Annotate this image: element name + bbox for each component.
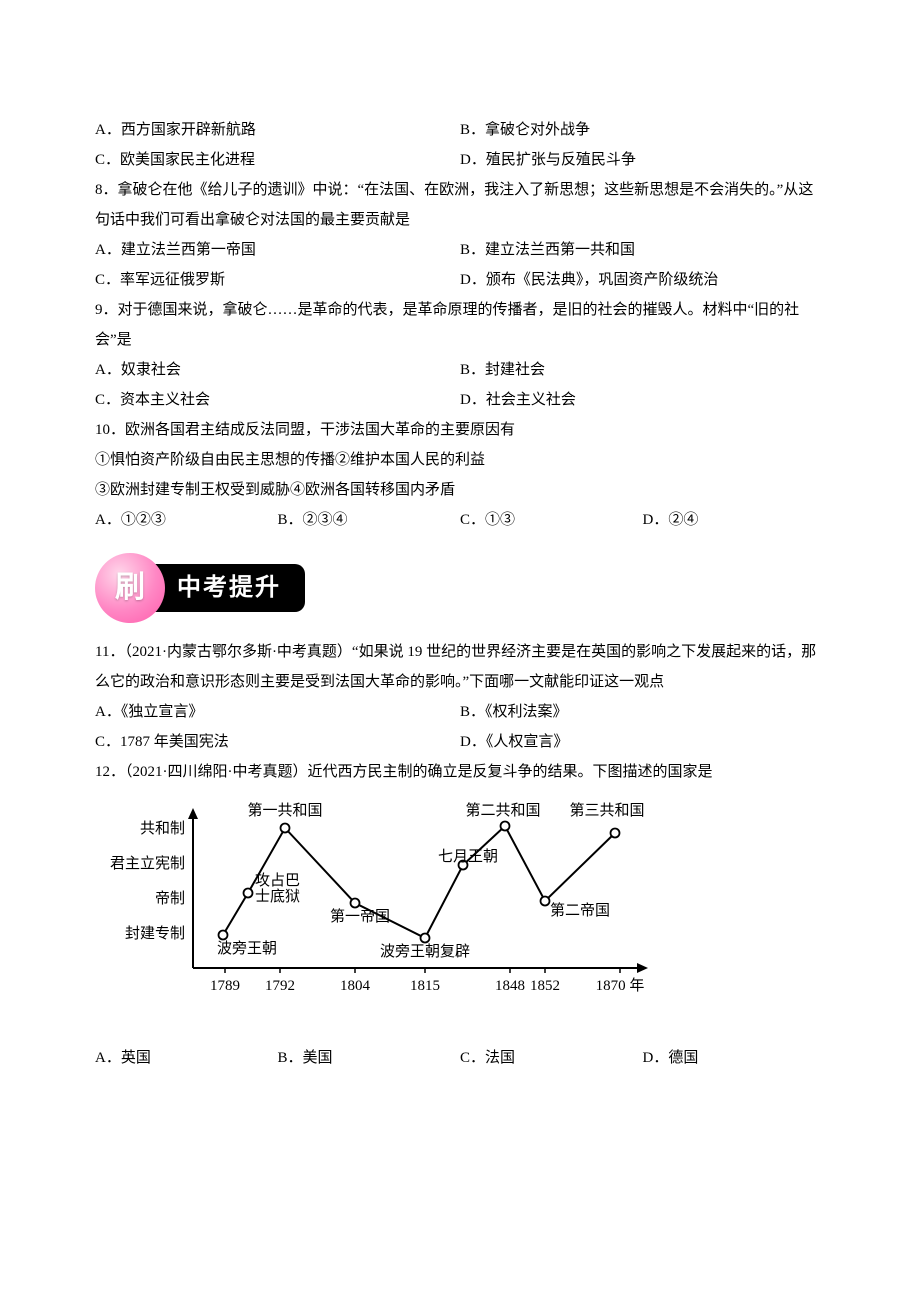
q12-stem: 12．（2021·四川绵阳·中考真题）近代西方民主制的确立是反复斗争的结果。下图… xyxy=(95,757,825,787)
q7-options-row2: C．欧美国家民主化进程 D．殖民扩张与反殖民斗争 xyxy=(95,145,825,175)
svg-text:1852: 1852 xyxy=(530,978,560,994)
svg-text:共和制: 共和制 xyxy=(140,820,185,837)
q9-option-b: B．封建社会 xyxy=(460,355,825,385)
document-page: A．西方国家开辟新航路 B．拿破仑对外战争 C．欧美国家民主化进程 D．殖民扩张… xyxy=(0,0,920,1302)
q7-option-c: C．欧美国家民主化进程 xyxy=(95,145,460,175)
q12-option-b: B．美国 xyxy=(278,1043,461,1073)
svg-text:第一共和国: 第一共和国 xyxy=(247,801,322,819)
q9-options-row1: A．奴隶社会 B．封建社会 xyxy=(95,355,825,385)
svg-text:第二共和国: 第二共和国 xyxy=(465,801,540,819)
q12-option-d: D．德国 xyxy=(643,1043,826,1073)
svg-text:1848: 1848 xyxy=(495,978,525,994)
q8-options-row1: A．建立法兰西第一帝国 B．建立法兰西第一共和国 xyxy=(95,235,825,265)
q10-line1: ①惧怕资产阶级自由民主思想的传播②维护本国人民的利益 xyxy=(95,445,825,475)
q10-option-d: D．②④ xyxy=(643,505,826,535)
q7-options-row1: A．西方国家开辟新航路 B．拿破仑对外战争 xyxy=(95,115,825,145)
q11-options-row2: C．1787 年美国宪法 D．《人权宣言》 xyxy=(95,727,825,757)
q8-option-d: D．颁布《民法典》，巩固资产阶级统治 xyxy=(460,265,825,295)
q12-chart: 共和制君主立宪制帝制封建专制 1789 1792 1804 1815 1848 1852 18… xyxy=(95,793,825,1039)
q11-stem: 11．（2021·内蒙古鄂尔多斯·中考真题）“如果说 19 世纪的世界经济主要是… xyxy=(95,637,825,697)
svg-text:君主立宪制: 君主立宪制 xyxy=(110,855,185,872)
svg-text:第一帝国: 第一帝国 xyxy=(330,907,390,925)
q8-option-c: C．率军远征俄罗斯 xyxy=(95,265,460,295)
svg-text:1792: 1792 xyxy=(265,978,295,994)
svg-text:士底狱: 士底狱 xyxy=(255,888,300,905)
q10-options-row: A．①②③ B．②③④ C．①③ D．②④ xyxy=(95,505,825,535)
svg-text:攻占巴: 攻占巴 xyxy=(255,872,300,889)
q8-stem: 8．拿破仑在他《给儿子的遗训》中说：“在法国、在欧洲，我注入了新思想；这些新思想… xyxy=(95,175,825,235)
svg-text:帝制: 帝制 xyxy=(155,890,185,907)
q9-option-d: D．社会主义社会 xyxy=(460,385,825,415)
q10-line2: ③欧洲封建专制王权受到威胁④欧洲各国转移国内矛盾 xyxy=(95,475,825,505)
q10-stem: 10．欧洲各国君主结成反法同盟，干涉法国大革命的主要原因有 xyxy=(95,415,825,445)
badge-bar-label: 中考提升 xyxy=(143,564,305,612)
svg-text:1815: 1815 xyxy=(410,978,440,994)
q12-option-a: A．英国 xyxy=(95,1043,278,1073)
q9-option-a: A．奴隶社会 xyxy=(95,355,460,385)
badge-circle-icon: 刷 xyxy=(95,553,165,623)
q10-option-a: A．①②③ xyxy=(95,505,278,535)
q9-stem: 9．对于德国来说，拿破仑……是革命的代表，是革命原理的传播者，是旧的社会的摧毁人… xyxy=(95,295,825,355)
svg-text:第二帝国: 第二帝国 xyxy=(550,901,610,919)
q12-option-c: C．法国 xyxy=(460,1043,643,1073)
q9-options-row2: C．资本主义社会 D．社会主义社会 xyxy=(95,385,825,415)
q11-option-b: B．《权利法案》 xyxy=(460,697,825,727)
q11-options-row1: A．《独立宣言》 B．《权利法案》 xyxy=(95,697,825,727)
svg-text:七月王朝: 七月王朝 xyxy=(438,848,498,865)
q9-option-c: C．资本主义社会 xyxy=(95,385,460,415)
q10-option-b: B．②③④ xyxy=(278,505,461,535)
q12-options-row: A．英国 B．美国 C．法国 D．德国 xyxy=(95,1043,825,1073)
q7-option-b: B．拿破仑对外战争 xyxy=(460,115,825,145)
svg-text:1789: 1789 xyxy=(210,978,240,994)
svg-text:1870 年: 1870 年 xyxy=(596,977,645,994)
svg-text:波旁王朝复辟: 波旁王朝复辟 xyxy=(380,942,470,960)
svg-text:第三共和国: 第三共和国 xyxy=(569,801,644,819)
q11-option-c: C．1787 年美国宪法 xyxy=(95,727,460,757)
q8-option-a: A．建立法兰西第一帝国 xyxy=(95,235,460,265)
q11-option-a: A．《独立宣言》 xyxy=(95,697,460,727)
svg-text:1804: 1804 xyxy=(340,978,371,994)
history-line-chart: 共和制君主立宪制帝制封建专制 1789 1792 1804 1815 1848 1852 18… xyxy=(95,793,655,1028)
q10-option-c: C．①③ xyxy=(460,505,643,535)
svg-text:封建专制: 封建专制 xyxy=(125,925,185,942)
q7-option-a: A．西方国家开辟新航路 xyxy=(95,115,460,145)
q8-options-row2: C．率军远征俄罗斯 D．颁布《民法典》，巩固资产阶级统治 xyxy=(95,265,825,295)
q8-option-b: B．建立法兰西第一共和国 xyxy=(460,235,825,265)
svg-text:波旁王朝: 波旁王朝 xyxy=(217,940,277,957)
q7-option-d: D．殖民扩张与反殖民斗争 xyxy=(460,145,825,175)
section-badge: 刷 中考提升 xyxy=(95,553,825,623)
q11-option-d: D．《人权宣言》 xyxy=(460,727,825,757)
